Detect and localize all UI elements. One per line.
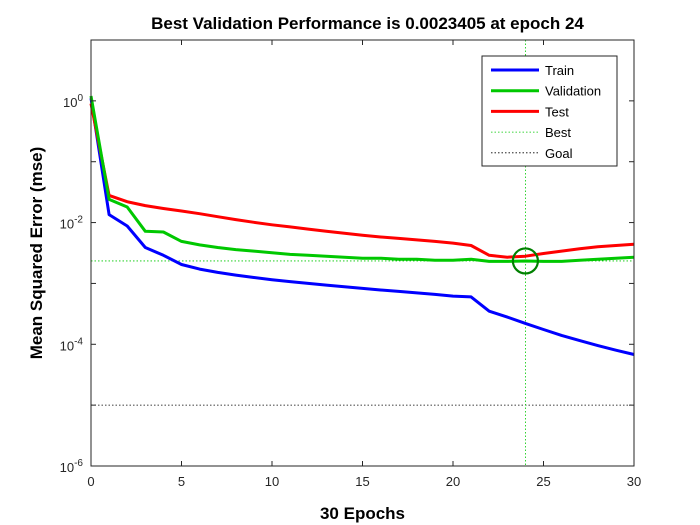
x-tick-label: 5: [178, 474, 185, 489]
series-line-test: [89, 103, 635, 259]
y-tick-exponent: -6: [74, 458, 83, 469]
x-tick-label: 30: [627, 474, 641, 489]
y-tick-base: 10: [60, 338, 74, 353]
legend-label-train: Train: [545, 63, 574, 78]
y-axis-label: Mean Squared Error (mse): [27, 147, 46, 360]
series-line-train: [89, 98, 635, 356]
legend-label-test: Test: [545, 104, 569, 119]
legend-label-validation: Validation: [545, 84, 601, 99]
x-tick-label: 0: [87, 474, 94, 489]
x-axis-label: 30 Epochs: [320, 504, 405, 523]
x-tick-label: 20: [446, 474, 460, 489]
y-tick-label: 10-2: [60, 215, 84, 232]
series-line-validation: [89, 95, 635, 263]
y-tick-exponent: -4: [74, 336, 83, 347]
y-tick-base: 10: [63, 95, 77, 110]
y-tick-exponent: -2: [74, 215, 83, 226]
chart-title: Best Validation Performance is 0.0023405…: [151, 14, 584, 33]
legend: Train Validation Test Best Goal: [481, 55, 618, 167]
y-tick-label: 10-6: [60, 458, 84, 475]
y-tick-exponent: 0: [77, 93, 83, 104]
x-tick-label: 10: [265, 474, 279, 489]
best-marker: [511, 247, 540, 275]
series-lines: [89, 95, 635, 356]
legend-label-goal: Goal: [545, 146, 573, 161]
y-tick-base: 10: [60, 217, 74, 232]
x-tick-label: 15: [355, 474, 369, 489]
legend-label-best: Best: [545, 125, 571, 140]
y-tick-label: 10-4: [60, 336, 84, 353]
y-tick-base: 10: [60, 460, 74, 475]
y-tick-label: 100: [63, 93, 83, 110]
x-tick-label: 25: [536, 474, 550, 489]
